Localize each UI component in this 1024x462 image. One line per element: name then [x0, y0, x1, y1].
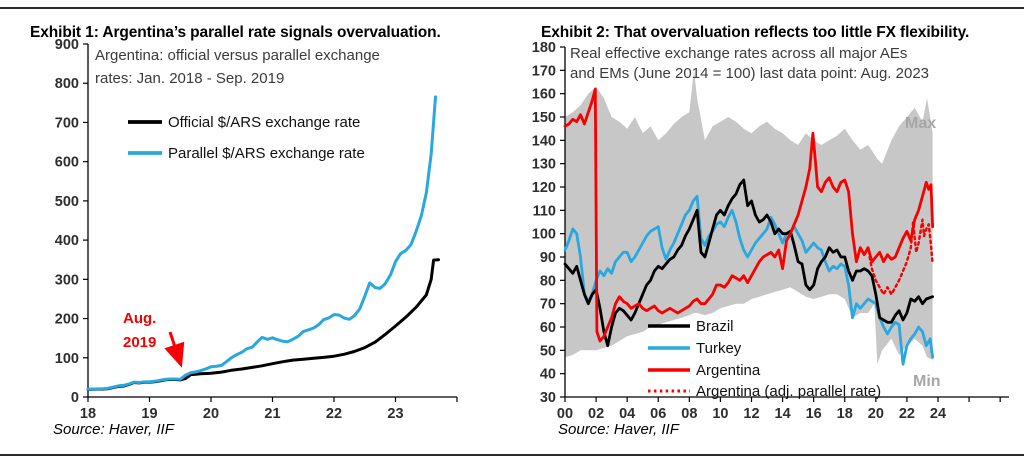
y-tick-label: 60	[540, 320, 556, 336]
bottom-border-line	[0, 454, 1024, 456]
exhibit-2-chart: 30 40 50 60 70 80 90 100 110 120 130 140 150 160 170 18…	[532, 40, 1009, 422]
x-tick-label: 02	[588, 406, 604, 422]
y-tick-label: 90	[540, 250, 556, 266]
y-tick-label: 600	[55, 155, 79, 171]
series-brazil	[563, 178, 934, 348]
y-tick-label: 180	[532, 40, 556, 56]
chart-subtitle: rates: Jan. 2018 - Sep. 2019	[95, 70, 284, 87]
legend-label-brazil: Brazil	[696, 318, 734, 335]
y-tick-label: 700	[55, 115, 79, 131]
y-tick-label: 200	[55, 312, 79, 328]
annotation-text: 2019	[123, 334, 156, 351]
y-tick-label: 70	[540, 297, 556, 313]
exhibit-1-title: Exhibit 1: Argentina’s parallel rate sig…	[30, 23, 441, 41]
x-tick-label: 22	[326, 406, 342, 422]
y-tick-label: 300	[55, 272, 79, 288]
y-tick-label: 130	[532, 157, 556, 173]
x-tick-label: 21	[264, 406, 280, 422]
legend-label-argentina-adj: Argentina (adj. parallel rate)	[696, 383, 881, 400]
series-argentina-adj	[868, 218, 934, 296]
annotation-arrow	[164, 331, 185, 368]
y-tick-label: 500	[55, 194, 79, 210]
y-tick-label: 40	[540, 367, 556, 383]
series-argentina	[563, 87, 934, 343]
legend-label-parallel: Parallel $/ARS exchange rate	[168, 145, 365, 162]
legend-label-turkey: Turkey	[696, 340, 742, 357]
x-tick-label: 19	[141, 406, 157, 422]
x-tick-label: 14	[775, 406, 791, 422]
y-tick-label: 100	[532, 227, 556, 243]
x-tick-label: 20	[868, 406, 884, 422]
y-tick-label: 150	[532, 110, 556, 126]
x-tick-label: 18	[837, 406, 853, 422]
x-tick-label: 24	[930, 406, 946, 422]
y-tick-label: 110	[533, 203, 556, 219]
annotation-text: Aug.	[123, 310, 156, 327]
x-tick-label: 00	[557, 406, 573, 422]
min-max-band	[565, 70, 933, 365]
x-tick-label: 08	[681, 406, 697, 422]
x-tick-label: 06	[650, 406, 666, 422]
x-tick-label: 10	[712, 406, 728, 422]
y-tick-label: 80	[540, 273, 556, 289]
series-turkey	[563, 194, 934, 366]
x-tick-label: 12	[743, 406, 759, 422]
x-tick-label: 18	[80, 406, 96, 422]
y-tick-label: 800	[55, 76, 79, 92]
legend-label-official: Official $/ARS exchange rate	[168, 114, 360, 131]
band-extreme-label-min: Min	[913, 373, 941, 390]
x-tick-label: 04	[619, 406, 635, 422]
x-tick-label: 22	[899, 406, 915, 422]
y-tick-label: 900	[55, 37, 79, 53]
y-tick-label: 30	[540, 390, 556, 406]
series-parallel	[86, 95, 437, 391]
y-tick-label: 0	[71, 390, 79, 406]
legend-label-argentina: Argentina	[696, 362, 761, 379]
exhibit-1-chart: 0 100 200 300 400 500 600 700 800 900 18 19 20 21 22 23…	[55, 37, 458, 422]
chart-subtitle: Real effective exchange rates across all…	[570, 45, 907, 62]
y-tick-label: 120	[532, 180, 556, 196]
band-extreme-label-max: Max	[905, 115, 936, 132]
y-tick-label: 50	[540, 343, 556, 359]
y-tick-label: 170	[532, 63, 556, 79]
x-tick-label: 20	[203, 406, 219, 422]
top-border-line	[0, 7, 1024, 9]
chart-subtitle: and EMs (June 2014 = 100) last data poin…	[570, 65, 929, 82]
y-tick-label: 100	[55, 351, 79, 367]
x-tick-label: 23	[387, 406, 403, 422]
y-tick-label: 160	[532, 87, 556, 103]
y-tick-label: 400	[55, 233, 79, 249]
exhibit-1-source: Source: Haver, IIF	[53, 421, 174, 438]
chart-subtitle: Argentina: official versus parallel exch…	[95, 47, 380, 64]
x-tick-label: 16	[806, 406, 822, 422]
exhibit-2-source: Source: Haver, IIF	[558, 421, 679, 438]
exhibit-2-title: Exhibit 2: That overvaluation reflects t…	[541, 23, 970, 41]
y-tick-label: 140	[532, 133, 556, 149]
